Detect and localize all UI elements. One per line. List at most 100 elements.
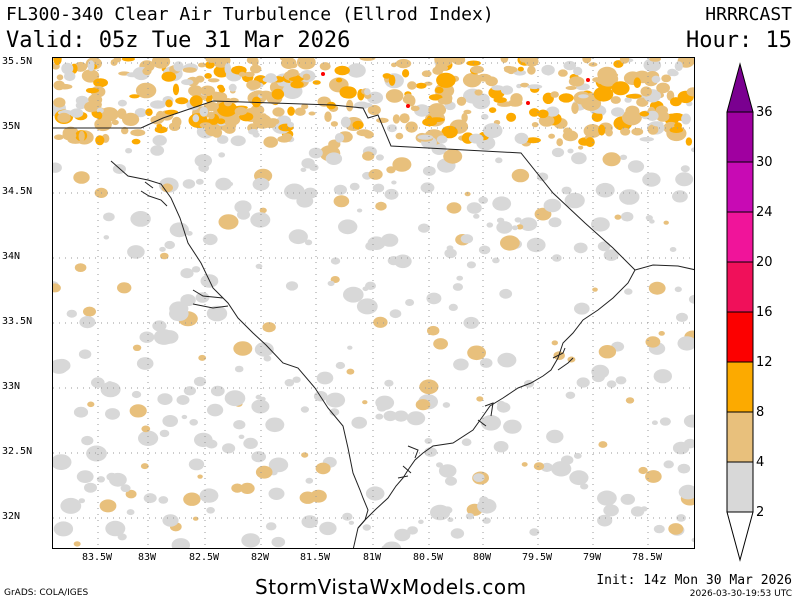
turbulence-patch [393, 410, 409, 422]
turbulence-patch [73, 171, 90, 184]
turbulence-patch [624, 288, 633, 295]
turbulence-patch [181, 414, 188, 420]
turbulence-patch [347, 345, 353, 350]
turbulence-patch [365, 486, 385, 501]
colorbar-label-20: 20 [756, 255, 773, 270]
turbulence-patch [162, 514, 179, 527]
turbulence-patch [591, 217, 610, 232]
turbulence-patch [342, 512, 353, 521]
turbulence-patch [686, 87, 694, 97]
turbulence-patch [386, 166, 396, 174]
turbulence-patch [238, 434, 245, 439]
turbulence-patch [207, 403, 224, 417]
turbulence-patch [301, 452, 309, 458]
turbulence-patch [384, 379, 394, 387]
lon-label-83.5W: 83.5W [81, 552, 113, 563]
generated-timestamp: 2026-03-30-19:53 UTC [689, 589, 792, 599]
turbulence-patch [79, 316, 96, 329]
turbulence-patch [394, 254, 412, 269]
turbulence-patch [410, 105, 420, 112]
turbulence-patch [301, 58, 315, 69]
turbulence-patch [186, 231, 193, 236]
turbulence-patch [356, 298, 378, 315]
turbulence-patch [639, 111, 650, 117]
turbulence-patch [446, 245, 454, 251]
turbulence-patch [384, 188, 399, 200]
turbulence-patch [550, 91, 559, 98]
turbulence-patch [681, 113, 691, 125]
colorbar-label-4: 4 [756, 455, 765, 470]
turbulence-patch [260, 113, 268, 122]
turbulence-patch [576, 377, 590, 388]
turbulence-patch [514, 217, 522, 223]
turbulence-patch [95, 135, 105, 146]
turbulence-patch [352, 120, 364, 130]
turbulence-patch [546, 106, 560, 117]
turbulence-patch [436, 462, 443, 468]
turbulence-patch [363, 130, 374, 139]
nc-sc-border [53, 100, 636, 271]
turbulence-patch [685, 137, 693, 146]
turbulence-patch [405, 121, 418, 133]
turbulence-patch [514, 132, 529, 145]
turbulence-patch [223, 98, 233, 107]
turbulence-patch [598, 345, 617, 359]
turbulence-patch [669, 113, 685, 121]
turbulence-patch [198, 163, 210, 173]
colorbar-top-arrow [726, 62, 754, 113]
turbulence-patch [517, 66, 524, 72]
turbulence-patch [251, 451, 266, 463]
turbulence-patch [334, 65, 350, 76]
turbulence-patch [129, 404, 147, 418]
turbulence-patch [436, 72, 456, 88]
turbulence-patch [603, 504, 619, 517]
turbulence-patch [262, 322, 276, 333]
turbulence-patch [85, 87, 100, 94]
turbulence-patch [145, 108, 153, 116]
turbulence-patch [106, 381, 113, 386]
turbulence-patch [492, 257, 500, 264]
turbulence-patch [614, 214, 622, 220]
state-borders [53, 100, 694, 548]
turbulence-patch [195, 178, 204, 185]
turbulence-patch [499, 288, 513, 299]
turbulence-patch [227, 181, 234, 187]
turbulence-patch [189, 95, 203, 108]
turbulence-patch [223, 124, 236, 134]
turbulence-patch [677, 463, 691, 474]
turbulence-patch [462, 73, 482, 88]
turbulence-patch [169, 222, 189, 238]
turbulence-patch [206, 305, 228, 322]
turbulence-patch [191, 266, 201, 273]
lon-label-79W: 79W [582, 552, 602, 563]
turbulence-patch [131, 138, 141, 145]
turbulence-patch [645, 336, 661, 348]
brand-url[interactable]: StormVistaWxModels.com [255, 575, 527, 599]
turbulence-patch [359, 58, 376, 61]
turbulence-patch [480, 113, 489, 120]
turbulence-patch [349, 182, 360, 191]
turbulence-patch [592, 77, 602, 83]
turbulence-patch [478, 245, 491, 255]
turbulence-patch [271, 88, 285, 100]
lake-thurmond [192, 289, 229, 309]
turbulence-patch [672, 441, 690, 455]
turbulence-patch [381, 233, 399, 247]
turbulence-patch [533, 462, 545, 471]
turbulence-patch [263, 136, 278, 148]
turbulence-patch [603, 249, 619, 261]
turbulence-patch [285, 281, 299, 291]
turbulence-patch [375, 413, 384, 420]
lon-label-83W: 83W [137, 552, 157, 563]
turbulence-patch [161, 71, 177, 82]
grads-credit: GrADS: COLA/IGES [4, 588, 89, 598]
turbulence-patch [294, 107, 306, 116]
turbulence-patch [472, 95, 491, 110]
turbulence-patch [672, 190, 688, 203]
turbulence-patch [96, 111, 103, 120]
turbulence-patch [561, 186, 572, 195]
turbulence-patch [228, 83, 237, 92]
turbulence-patch [556, 138, 563, 147]
turbulence-patch [452, 283, 463, 291]
colorbar-segment [726, 361, 754, 413]
